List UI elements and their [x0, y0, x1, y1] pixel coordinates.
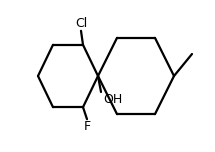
Text: Cl: Cl [75, 17, 87, 30]
Text: F: F [83, 120, 91, 133]
Text: OH: OH [103, 93, 122, 106]
